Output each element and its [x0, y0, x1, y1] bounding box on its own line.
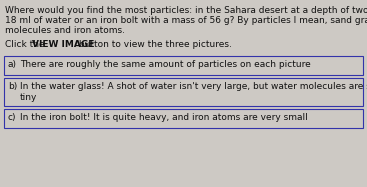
FancyBboxPatch shape	[4, 56, 363, 75]
Text: In the iron bolt! It is quite heavy, and iron atoms are very small: In the iron bolt! It is quite heavy, and…	[20, 113, 308, 122]
Text: VIEW IMAGE: VIEW IMAGE	[32, 40, 94, 49]
Text: Click the: Click the	[5, 40, 47, 49]
Text: In the water glass! A shot of water isn't very large, but water molecules are su: In the water glass! A shot of water isn'…	[20, 82, 367, 91]
FancyBboxPatch shape	[4, 109, 363, 128]
Text: tiny: tiny	[20, 93, 37, 102]
Text: There are roughly the same amount of particles on each picture: There are roughly the same amount of par…	[20, 60, 311, 69]
Text: c): c)	[8, 113, 17, 122]
Text: button to view the three pictures.: button to view the three pictures.	[76, 40, 232, 49]
FancyBboxPatch shape	[4, 78, 363, 106]
Text: Where would you find the most particles: in the Sahara desert at a depth of two : Where would you find the most particles:…	[5, 6, 367, 15]
Text: molecules and iron atoms.: molecules and iron atoms.	[5, 26, 125, 35]
Text: a): a)	[8, 60, 17, 69]
Text: 18 ml of water or an iron bolt with a mass of 56 g? By particles I mean, sand gr: 18 ml of water or an iron bolt with a ma…	[5, 16, 367, 25]
Text: b): b)	[8, 82, 17, 91]
